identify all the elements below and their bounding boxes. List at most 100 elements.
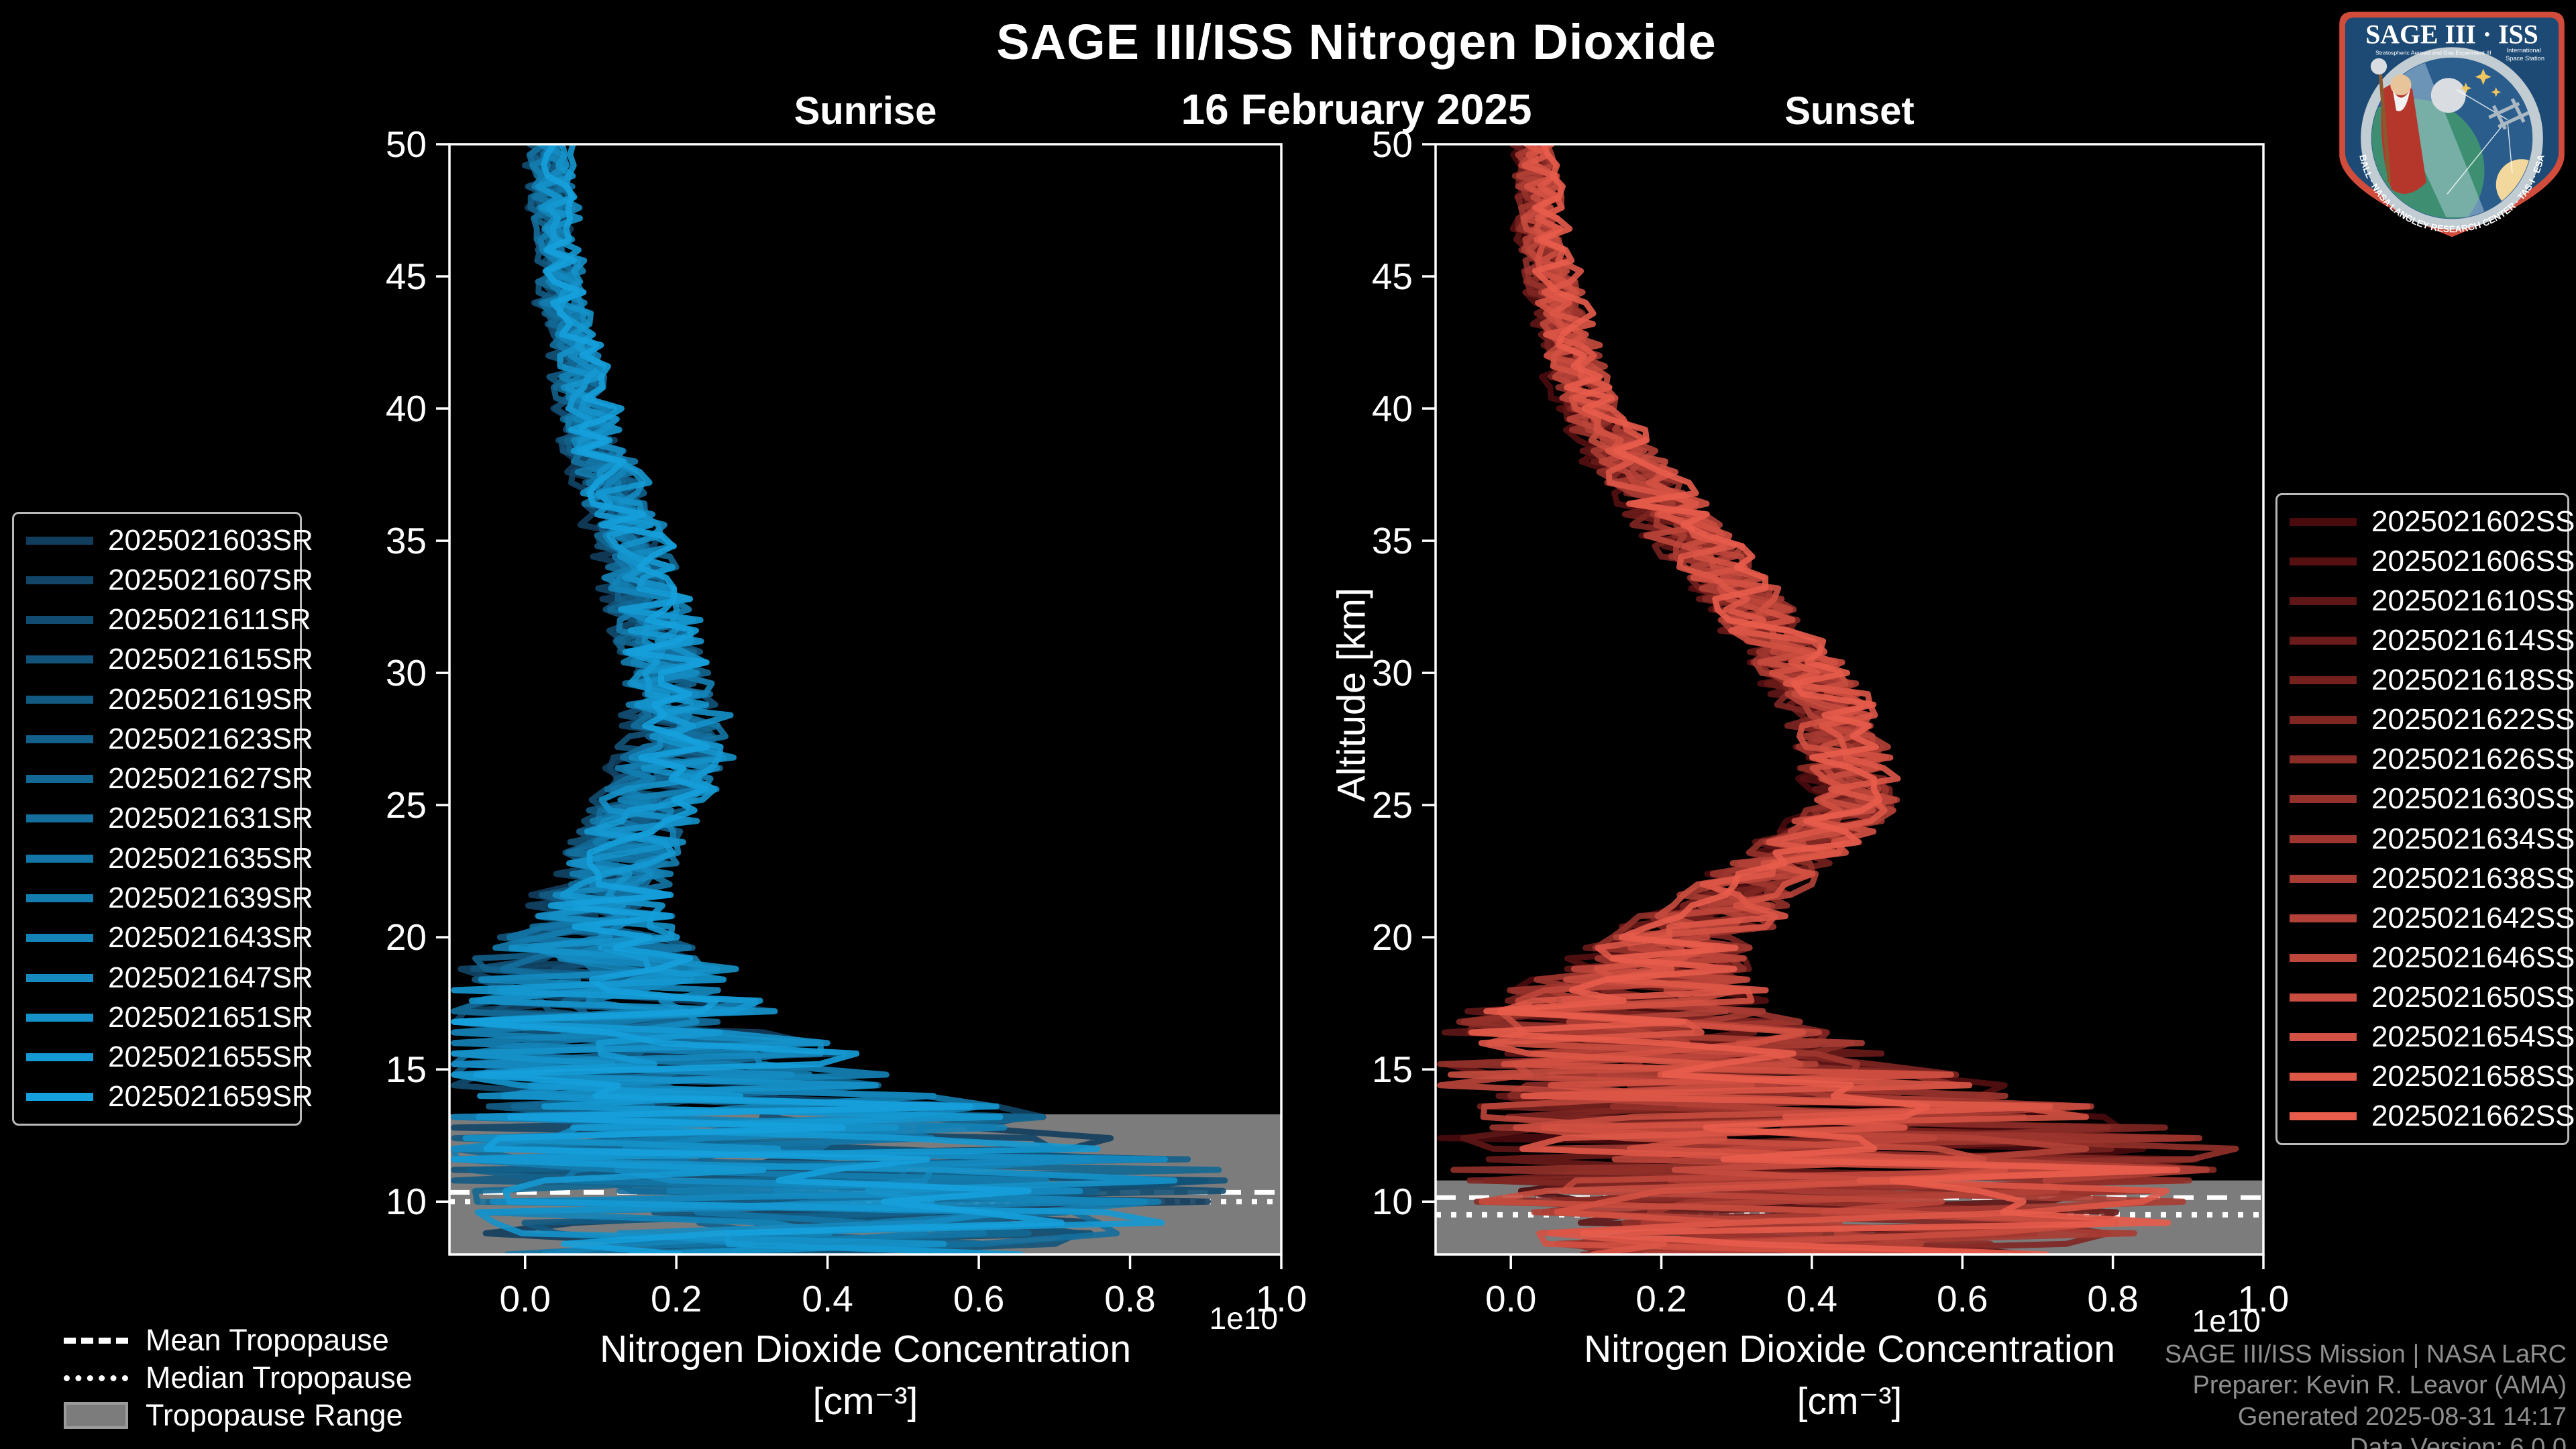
logo-subtitle-right1: International — [2507, 47, 2541, 54]
legend-item: 2025021658SS — [2290, 1060, 2575, 1093]
x-axis-label-sunrise: Nitrogen Dioxide Concentration — [599, 1328, 1132, 1371]
legend-item: 2025021650SS — [2290, 981, 2575, 1014]
legend-line-swatch — [26, 735, 93, 743]
x-tick-label: 0.2 — [1635, 1278, 1686, 1320]
legend-line-swatch — [2290, 953, 2357, 962]
logo-stars — [2460, 68, 2502, 97]
legend-item: 2025021607SR — [26, 564, 313, 597]
legend-item: 2025021634SS — [2290, 822, 2575, 856]
legend-label: 2025021614SS — [2371, 623, 2575, 657]
x-tick-label: 1.0 — [1256, 1278, 1307, 1320]
x-tick-label: 0.8 — [2087, 1278, 2138, 1320]
y-tick-label: 40 — [386, 388, 427, 429]
legend-label: Mean Tropopause — [146, 1323, 389, 1357]
legend-item: 2025021622SS — [2290, 703, 2575, 737]
x-tick-label: 0.4 — [802, 1278, 853, 1320]
legend-item: 2025021651SR — [26, 1001, 313, 1034]
legend-item-mean-tropopause: Mean Tropopause — [64, 1323, 413, 1358]
legend-line-swatch — [26, 973, 93, 982]
legend-item: 2025021603SR — [26, 524, 313, 557]
legend-label: 2025021627SR — [108, 762, 313, 796]
x-tick-label: 0.8 — [1104, 1278, 1155, 1320]
legend-line-swatch — [2290, 1033, 2357, 1042]
legend-line-swatch — [2290, 835, 2357, 843]
y-tick-label: 20 — [1372, 916, 1413, 958]
legend-label: 2025021618SS — [2371, 663, 2575, 697]
legend-line-swatch — [26, 854, 93, 863]
legend-line-swatch — [26, 1013, 93, 1022]
legend-item: 2025021639SR — [26, 881, 313, 915]
dotted-line-swatch — [64, 1375, 128, 1381]
legend-label: 2025021631SR — [108, 802, 313, 835]
footer-line-version: Data Version: 6.0.0 — [2349, 1434, 2567, 1449]
legend-item: 2025021662SS — [2290, 1099, 2575, 1133]
legend-label: 2025021651SR — [108, 1000, 313, 1034]
page-title: SAGE III/ISS Nitrogen Dioxide — [996, 14, 1717, 70]
plot-frame-sunset — [1434, 143, 2265, 1256]
legend-label: 2025021662SS — [2371, 1099, 2575, 1133]
legend-item: 2025021635SR — [26, 842, 313, 875]
legend-label: 2025021659SR — [108, 1080, 313, 1114]
legend-line-swatch — [2290, 676, 2357, 685]
legend-line-swatch — [2290, 636, 2357, 645]
sage-iii-iss-logo: SAGE III · ISS Stratospheric Aerosol and… — [2339, 11, 2565, 237]
x-axis-exponent-sunrise: 1e10 — [1209, 1301, 1278, 1336]
logo-figure — [2370, 58, 2426, 194]
gray-patch-swatch — [64, 1402, 128, 1429]
legend-label: 2025021630SS — [2371, 782, 2575, 816]
panel-title-sunrise: Sunrise — [794, 89, 937, 133]
x-tick-label: 0.0 — [1485, 1278, 1536, 1320]
plot-frame-sunrise — [448, 143, 1283, 1256]
legend-item: 2025021655SR — [26, 1040, 313, 1074]
legend-label: 2025021650SS — [2371, 981, 2575, 1014]
legend-item: 2025021646SS — [2290, 941, 2575, 975]
y-tick-label: 40 — [1372, 388, 1413, 429]
footer-line-preparer: Preparer: Kevin R. Leavor (AMA) — [2192, 1371, 2567, 1400]
footer-line-generated: Generated 2025-08-31 14:17 — [2237, 1402, 2567, 1431]
y-tick-label: 25 — [386, 784, 427, 826]
legend-line-swatch — [2290, 1112, 2357, 1121]
legend-item: 2025021606SS — [2290, 545, 2575, 578]
legend-label: 2025021602SS — [2371, 504, 2575, 538]
legend-item: 2025021602SS — [2290, 505, 2575, 539]
tropopause-legend: Mean Tropopause Median Tropopause Tropop… — [64, 1323, 413, 1433]
y-tick-label: 15 — [386, 1049, 427, 1090]
legend-label: 2025021646SS — [2371, 941, 2575, 974]
legend-label: 2025021623SR — [108, 722, 313, 755]
x-axis-label-sunset: Nitrogen Dioxide Concentration — [1583, 1328, 2116, 1371]
legend-line-swatch — [2290, 517, 2357, 526]
legend-label: 2025021638SS — [2371, 861, 2575, 895]
legend-line-swatch — [2290, 1073, 2357, 1081]
legend-label: 2025021615SR — [108, 643, 313, 676]
legend-item: 2025021614SS — [2290, 624, 2575, 657]
y-tick-label: 30 — [386, 652, 427, 694]
legend-label: 2025021611SR — [108, 603, 311, 637]
footer-line-mission: SAGE III/ISS Mission | NASA LaRC — [2164, 1340, 2567, 1368]
legend-label: 2025021606SS — [2371, 544, 2575, 578]
legend-label: 2025021639SR — [108, 881, 313, 915]
legend-item-median-tropopause: Median Tropopause — [64, 1360, 413, 1395]
legend-label: 2025021654SS — [2371, 1020, 2575, 1054]
y-tick-label: 15 — [1372, 1049, 1413, 1090]
logo-moon — [2430, 78, 2466, 113]
legend-line-swatch — [2290, 874, 2357, 883]
legend-line-swatch — [2290, 795, 2357, 804]
legend-item: 2025021611SR — [26, 603, 311, 637]
legend-label: Median Tropopause — [146, 1360, 413, 1395]
footer-credits: SAGE III/ISS Mission | NASA LaRC Prepare… — [2165, 1339, 2567, 1449]
x-tick-label: 0.6 — [953, 1278, 1004, 1320]
y-tick-label: 30 — [1372, 652, 1413, 694]
y-tick-label: 25 — [1372, 784, 1413, 826]
date-subtitle: 16 February 2025 — [1181, 85, 1532, 133]
x-axis-unit-sunrise: [cm⁻³] — [812, 1380, 918, 1423]
legend-line-swatch — [26, 934, 93, 943]
legend-label: 2025021619SR — [108, 682, 313, 716]
legend-item: 2025021630SS — [2290, 782, 2575, 816]
legend-item: 2025021610SS — [2290, 584, 2575, 618]
panel-title-sunset: Sunset — [1784, 89, 1915, 133]
legend-label: 2025021603SR — [108, 523, 313, 557]
x-tick-label: 0.6 — [1937, 1278, 1988, 1320]
x-axis-unit-sunset: [cm⁻³] — [1796, 1380, 1902, 1423]
legend-line-swatch — [26, 775, 93, 784]
legend-label: 2025021655SR — [108, 1040, 313, 1074]
